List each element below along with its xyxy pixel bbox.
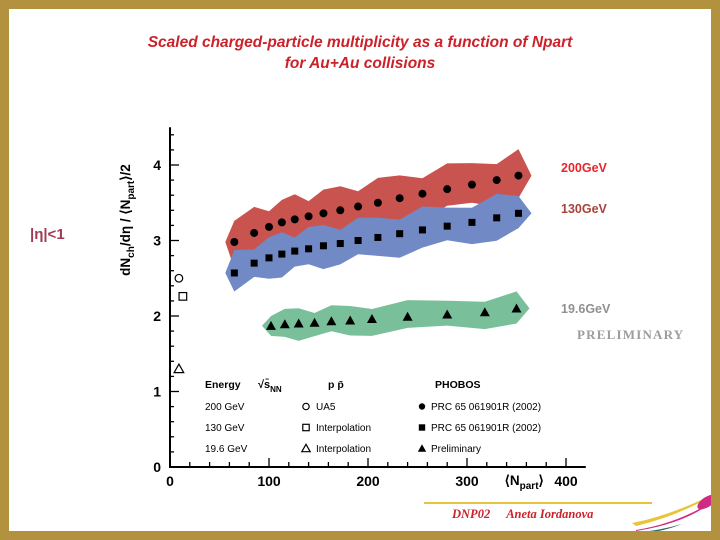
data-point-130gev [319, 242, 327, 250]
data-point-200gev [395, 194, 404, 203]
data-point-200gev [230, 238, 239, 247]
data-point-200gev [250, 228, 259, 237]
data-point-130gev [336, 240, 344, 248]
ref-point [173, 362, 185, 374]
legend-pp-marker [302, 423, 310, 432]
logo-gold-stroke [632, 492, 718, 526]
legend-header-energy: Energy [205, 379, 241, 391]
data-point-196gev [309, 317, 320, 327]
footer-author: Aneta Iordanova [506, 507, 594, 521]
data-point-200gev [265, 222, 273, 231]
slide-title-line1: Scaled charged-particle multiplicity as … [147, 34, 573, 51]
data-point-200gev [290, 215, 299, 224]
data-point-200gev [418, 189, 427, 198]
data-point-130gev [278, 250, 286, 258]
legend-pp-label: Interpolation [316, 444, 371, 455]
data-point-200gev [354, 202, 363, 211]
legend-energy-label: 130 GeV [205, 423, 245, 434]
legend-phobos-label: PRC 65 061901R (2002) [431, 423, 541, 434]
ref-point [174, 273, 184, 283]
legend-energy-label: 200 GeV [205, 402, 245, 413]
annotation-200gev: 200GeV [561, 161, 607, 175]
y-tick-label: 0 [153, 459, 161, 475]
footer-conference: DNP02 [452, 507, 491, 521]
data-point-130gev [265, 254, 273, 262]
annotation-130gev: 130GeV [561, 202, 607, 216]
slide-title: Scaled charged-particle multiplicity as … [0, 32, 720, 74]
preliminary-watermark: PRELIMINARY [577, 327, 685, 342]
footer-divider-line [424, 502, 652, 504]
slide-title-line2: for Au+Au collisions [284, 55, 436, 72]
x-tick-label: 400 [554, 473, 578, 489]
data-point-130gev [396, 230, 404, 238]
data-point-196gev [293, 318, 304, 328]
data-point-130gev [493, 214, 501, 222]
band-200gev [225, 149, 532, 269]
x-axis-label: ⟨Npart⟩ [505, 473, 544, 492]
data-point-200gev [443, 185, 452, 194]
legend-phobos-marker [417, 444, 427, 452]
logo-swoosh-icon [632, 492, 718, 534]
data-point-130gev [374, 233, 382, 241]
legend-header-sqrt-snn: √s̄NN [258, 379, 282, 394]
y-tick-label: 3 [153, 233, 161, 249]
data-point-200gev [467, 180, 476, 189]
x-tick-label: 0 [166, 473, 174, 489]
data-point-196gev [511, 303, 522, 313]
annotation-196gev: 19.6GeV [561, 302, 611, 316]
x-tick-label: 300 [455, 473, 479, 489]
data-point-130gev [305, 245, 313, 253]
data-point-196gev [366, 314, 377, 324]
data-point-196gev [326, 316, 337, 326]
legend-energy-label: 19.6 GeV [205, 444, 248, 455]
data-point-196gev [279, 319, 290, 329]
x-tick-label: 100 [257, 473, 281, 489]
legend-phobos-marker [418, 403, 426, 410]
ref-point [178, 291, 188, 301]
data-point-130gev [354, 237, 362, 244]
data-point-130gev [230, 269, 238, 277]
legend-header-ppbar: p p̄ [328, 379, 344, 391]
legend-pp-marker [300, 443, 312, 453]
data-point-130gev [468, 218, 476, 226]
eta-cut-label: |η|<1 [30, 226, 65, 243]
data-point-130gev [291, 247, 299, 255]
legend-pp-label: UA5 [316, 402, 336, 413]
data-point-196gev [479, 307, 490, 317]
legend-phobos-label: Preliminary [431, 444, 481, 455]
y-tick-label: 2 [153, 308, 161, 324]
band-196gev [262, 291, 530, 341]
data-point-196gev [442, 309, 453, 319]
data-point-200gev [277, 218, 286, 227]
legend-pp-label: Interpolation [316, 423, 371, 434]
legend-header-phobos: PHOBOS [435, 379, 481, 391]
data-point-200gev [319, 209, 328, 218]
data-point-200gev [492, 176, 501, 185]
y-tick-label: 4 [153, 157, 161, 173]
logo-teal-stroke [632, 524, 682, 534]
multiplicity-vs-npart-chart: 0 100 200 300 400 0 1 2 3 4 ⟨Npart⟩ dNch/dη / ⟨Npar… [118, 127, 586, 492]
data-point-200gev [514, 171, 523, 180]
data-point-200gev [304, 212, 313, 221]
legend-phobos-label: PRC 65 061901R (2002) [431, 402, 541, 413]
y-tick-label: 1 [153, 384, 161, 400]
data-point-196gev [265, 320, 276, 330]
x-tick-label: 200 [356, 473, 380, 489]
data-point-200gev [336, 206, 345, 215]
footer-credit: DNP02 Aneta Iordanova [452, 507, 593, 522]
data-point-196gev [345, 315, 356, 325]
data-point-130gev [514, 209, 522, 217]
legend-phobos-marker [418, 424, 426, 431]
data-point-130gev [443, 222, 451, 230]
band-130gev [225, 193, 532, 292]
data-point-196gev [402, 311, 413, 321]
data-point-200gev [373, 198, 382, 207]
data-point-130gev [418, 226, 426, 234]
legend-pp-marker [302, 402, 310, 411]
data-point-130gev [250, 259, 258, 267]
y-axis-label: dNch/dη / ⟨Npart⟩/2 [118, 164, 137, 276]
